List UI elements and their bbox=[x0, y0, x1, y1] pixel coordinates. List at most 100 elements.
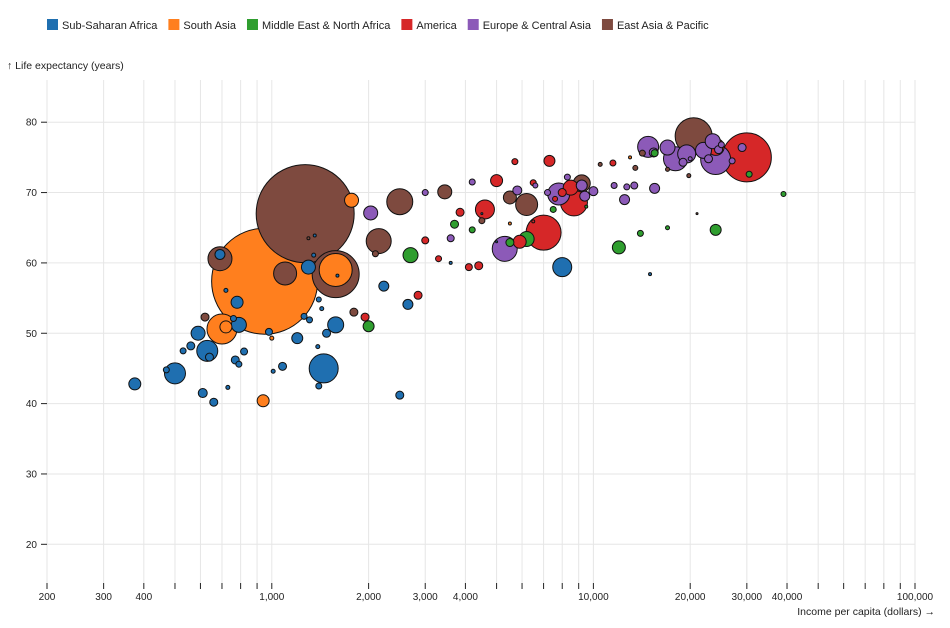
x-tick-label: 300 bbox=[95, 592, 112, 603]
bubble-point bbox=[291, 332, 304, 345]
bubble-point bbox=[450, 219, 460, 229]
legend-swatch bbox=[168, 19, 180, 30]
bubble-point bbox=[659, 139, 676, 156]
bubble-point bbox=[264, 327, 273, 336]
bubble-point bbox=[745, 170, 753, 178]
bubble-point bbox=[402, 298, 414, 310]
y-tick-label: 30 bbox=[26, 469, 38, 480]
bubble-point bbox=[704, 133, 721, 150]
bubble-point bbox=[186, 341, 196, 351]
bubble-point bbox=[344, 192, 360, 208]
bubble-point bbox=[502, 190, 517, 205]
bubble-point bbox=[435, 255, 443, 263]
bubble-point bbox=[128, 377, 142, 391]
legend-label: South Asia bbox=[183, 20, 236, 32]
bubble-point bbox=[628, 155, 633, 160]
y-tick-label: 50 bbox=[26, 329, 38, 340]
bubble-point bbox=[623, 183, 631, 191]
bubble-point bbox=[480, 212, 484, 216]
bubble-point bbox=[636, 229, 644, 237]
bubble-point bbox=[327, 316, 345, 334]
bubble-point bbox=[300, 259, 316, 275]
bubble-point bbox=[214, 248, 226, 260]
bubble-point bbox=[235, 360, 243, 368]
bubble-point bbox=[611, 240, 626, 255]
bubble-point bbox=[255, 164, 355, 264]
bubble-point bbox=[315, 382, 323, 390]
bubble-point bbox=[632, 164, 639, 171]
x-tick-label: 100,000 bbox=[897, 592, 934, 603]
bubble-point bbox=[665, 166, 671, 172]
x-tick-label: 400 bbox=[135, 592, 152, 603]
bubble-point bbox=[648, 272, 653, 277]
bubble-point bbox=[512, 185, 523, 196]
bubble-point bbox=[256, 394, 270, 408]
y-tick-label: 70 bbox=[26, 188, 38, 199]
bubble-point bbox=[544, 189, 552, 197]
bubble-point bbox=[229, 314, 237, 322]
x-tick-label: 2,000 bbox=[356, 592, 381, 603]
bubble-point bbox=[597, 161, 603, 167]
x-tick-label: 40,000 bbox=[772, 592, 803, 603]
bubble-point bbox=[495, 240, 499, 244]
bubble-point bbox=[322, 328, 332, 338]
bubble-point bbox=[737, 143, 747, 153]
y-tick-label: 60 bbox=[26, 258, 38, 269]
bubble-point bbox=[780, 190, 787, 197]
bubble-point bbox=[468, 178, 476, 186]
legend-item: East Asia & Pacific bbox=[601, 19, 709, 32]
x-tick-label: 200 bbox=[39, 592, 56, 603]
bubble-point bbox=[371, 250, 379, 258]
bubble-point bbox=[610, 182, 618, 190]
bubble-point bbox=[204, 352, 214, 362]
legend-item: Sub-Saharan Africa bbox=[47, 19, 158, 32]
bubble-point bbox=[362, 320, 375, 333]
bubble-point bbox=[511, 158, 519, 166]
legend-label: Middle East & North Africa bbox=[262, 20, 391, 32]
bubble-point bbox=[478, 217, 486, 225]
bubble-point bbox=[308, 353, 339, 384]
bubble-point bbox=[687, 156, 693, 162]
bubble-point bbox=[455, 207, 465, 217]
bubble-point bbox=[318, 252, 353, 287]
y-axis-title: ↑ Life expectancy (years) bbox=[7, 60, 124, 72]
bubble-point bbox=[421, 236, 430, 245]
bubble-point bbox=[378, 280, 390, 292]
bubble-point bbox=[437, 184, 453, 200]
bubble-point bbox=[197, 388, 208, 399]
bubble-point bbox=[315, 296, 322, 303]
bubble-point bbox=[360, 312, 370, 322]
bubble-point bbox=[552, 195, 559, 202]
legend-item: Europe & Central Asia bbox=[467, 19, 592, 32]
legend-label: America bbox=[416, 20, 457, 32]
bubble-point bbox=[507, 221, 512, 226]
legend-label: Sub-Saharan Africa bbox=[62, 20, 158, 32]
x-tick-label: 1,000 bbox=[259, 592, 284, 603]
bubble-point bbox=[319, 306, 325, 312]
bubble-point bbox=[549, 205, 557, 213]
x-tick-label: 20,000 bbox=[675, 592, 706, 603]
bubble-point bbox=[363, 205, 379, 221]
bubble-point bbox=[678, 157, 688, 167]
gridlines bbox=[46, 80, 916, 583]
bubble-point bbox=[312, 233, 317, 238]
bubble-point bbox=[695, 212, 699, 216]
bubble-point bbox=[223, 287, 229, 293]
bubble-point bbox=[609, 159, 617, 167]
bubble-point bbox=[557, 188, 567, 198]
legend-item: South Asia bbox=[168, 19, 237, 32]
bubble-point bbox=[395, 390, 405, 400]
bubble-point bbox=[686, 173, 692, 179]
bubble-point bbox=[619, 194, 631, 206]
bubble-point bbox=[349, 307, 359, 317]
bubble-point bbox=[709, 223, 722, 236]
x-axis: 200 300 400 1,000 2,000 3,000 4,000 10,000 20,00… bbox=[39, 583, 934, 603]
y-tick-label: 80 bbox=[26, 118, 38, 129]
bubble-point bbox=[446, 234, 455, 243]
bubble-point bbox=[584, 204, 589, 209]
bubble-point bbox=[269, 335, 275, 341]
legend-item: America bbox=[401, 19, 458, 32]
bubble-point bbox=[579, 190, 591, 202]
